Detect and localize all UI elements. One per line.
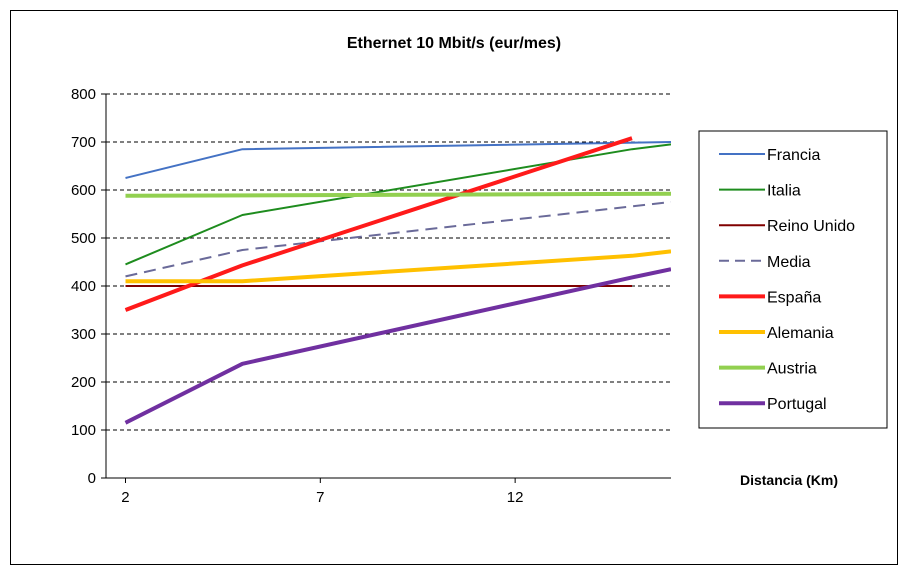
series-line-italia (125, 143, 671, 266)
legend: Francia Italia Reino Unido Media España Alema… (698, 130, 888, 429)
series-group (124, 136, 671, 425)
legend-label: Francia (767, 147, 820, 164)
x-tick-label: 7 (316, 489, 324, 506)
legend-label: Portugal (767, 396, 827, 413)
x-tick-label: 12 (507, 489, 524, 506)
y-tick-label: 700 (71, 134, 96, 151)
y-tick-label: 300 (71, 326, 96, 343)
y-tick-label: 100 (71, 422, 96, 439)
legend-label: Media (767, 254, 811, 271)
series-line-media (125, 201, 671, 278)
y-tick-label: 600 (71, 182, 96, 199)
series-line-alemania (125, 249, 671, 284)
chart-title: Ethernet 10 Mbit/s (eur/mes) (347, 35, 561, 52)
legend-box (698, 130, 888, 429)
legend-label: España (767, 289, 821, 306)
legend-label: Italia (767, 183, 801, 200)
legend-label: Reino Unido (767, 218, 855, 235)
y-tick-label: 400 (71, 278, 96, 295)
axes: 0 100 200 300 400 500 600 700 800 2 7 12 (71, 86, 671, 506)
y-tick-label: 800 (71, 86, 96, 103)
y-tick-label: 500 (71, 230, 96, 247)
y-tick-label: 200 (71, 374, 96, 391)
series-line-francia (125, 141, 671, 179)
chart-frame: Ethernet 10 Mbit/s (eur/mes) 0 100 200 300 4… (10, 10, 898, 565)
x-axis-label: Distancia (Km) (740, 472, 838, 488)
series-line-españa (124, 136, 633, 312)
x-tick-label: 2 (121, 489, 129, 506)
legend-label: Alemania (767, 325, 834, 342)
legend-label: Austria (767, 361, 817, 378)
series-line-portugal (124, 267, 671, 425)
line-chart: Ethernet 10 Mbit/s (eur/mes) 0 100 200 300 4… (71, 35, 888, 506)
series-line-austria (125, 191, 671, 198)
y-tick-label: 0 (88, 470, 96, 487)
